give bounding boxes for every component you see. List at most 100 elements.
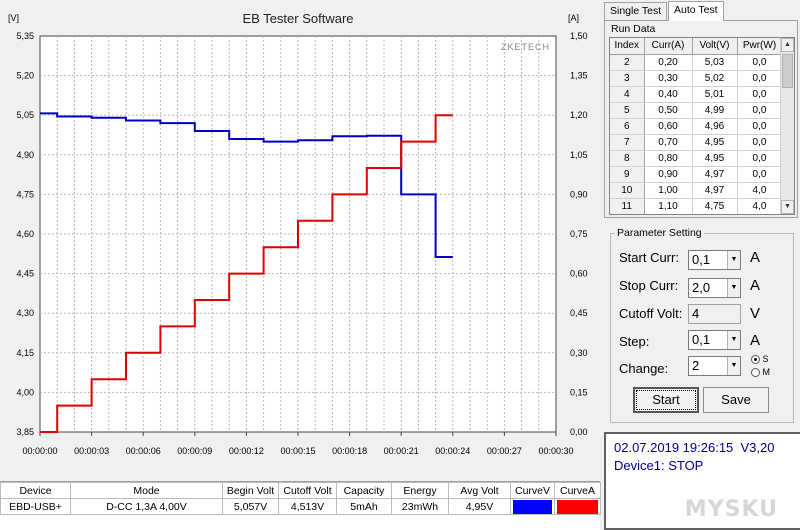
run-data-row[interactable]: 4 0,40 5,01 0,0 [610, 86, 783, 103]
radio-selected-icon[interactable] [751, 355, 760, 365]
summary-header-mode: Mode [70, 482, 223, 499]
run-cell-pwr: 0,0 [737, 134, 783, 151]
summary-header-avg-volt: Avg Volt [448, 482, 511, 499]
x-tick-label: 00:00:30 [538, 446, 573, 456]
run-cell-volt: 4,97 [692, 182, 738, 199]
x-tick-label: 00:00:09 [177, 446, 212, 456]
curve-a-color-swatch[interactable] [557, 499, 598, 514]
run-data-row[interactable]: 6 0,60 4,96 0,0 [610, 118, 783, 135]
curve-v-swatch-cell[interactable] [510, 498, 555, 515]
summary-header-curve-a: CurveA [554, 482, 601, 499]
axis-ticks: 00:00:00 00:00:03 00:00:06 00:00:09 00:00:12… [16, 31, 587, 456]
run-cell-curr: 1,00 [644, 182, 693, 199]
curve-a-swatch-cell[interactable] [554, 498, 601, 515]
status-datetime: 02.07.2019 19:26:15 [614, 440, 734, 455]
run-data-row[interactable]: 11 1,10 4,75 4,0 [610, 198, 783, 214]
summary-header-device: Device [0, 482, 71, 499]
summary-data-row[interactable]: EBD-USB+ D-CC 1,3A 4,00V 5,057V 4,513V 5… [0, 498, 601, 515]
chevron-down-icon[interactable]: ▼ [727, 357, 740, 375]
col-header-volt[interactable]: Volt(V) [692, 38, 738, 55]
run-cell-pwr: 4,0 [737, 182, 783, 199]
chart-title: EB Tester Software [242, 11, 353, 26]
run-cell-volt: 4,99 [692, 102, 738, 119]
change-option-m-label: M [762, 367, 771, 377]
scroll-up-icon[interactable]: ▲ [781, 38, 794, 52]
run-data-header-row: Index Curr(A) Volt(V) Pwr(W) [610, 38, 783, 55]
right-axis-unit: [A] [568, 13, 579, 23]
x-tick-label: 00:00:00 [22, 446, 57, 456]
x-tick-label: 00:00:15 [280, 446, 315, 456]
y-right-tick-label: 1,35 [570, 71, 588, 81]
cutoff-volt-input[interactable]: 4 [688, 304, 741, 324]
parameter-setting-group: Parameter Setting Start Curr: 0,1 ▼ A St… [610, 227, 794, 423]
run-data-row[interactable]: 7 0,70 4,95 0,0 [610, 134, 783, 151]
run-cell-volt: 4,95 [692, 150, 738, 167]
y-left-tick-label: 4,15 [16, 348, 34, 358]
run-cell-curr: 0,20 [644, 54, 693, 71]
chevron-down-icon[interactable]: ▼ [727, 279, 740, 297]
change-select[interactable]: 2 ▼ [688, 356, 741, 376]
start-curr-select[interactable]: 0,1 ▼ [688, 250, 741, 270]
run-cell-volt: 5,03 [692, 54, 738, 71]
run-data-row[interactable]: 10 1,00 4,97 4,0 [610, 182, 783, 199]
y-right-tick-label: 1,05 [570, 150, 588, 160]
run-data-row[interactable]: 8 0,80 4,95 0,0 [610, 150, 783, 167]
tab-single-test[interactable]: Single Test [604, 2, 668, 20]
scroll-thumb[interactable] [782, 54, 793, 88]
summary-mode: D-CC 1,3A 4,00V [70, 498, 223, 515]
curve-v-color-swatch[interactable] [513, 499, 552, 514]
summary-capacity: 5mAh [336, 498, 392, 515]
change-option-s[interactable]: S [751, 354, 769, 365]
chart-panel: [V] [A] EB Tester Software 00:00:00 00:00… [8, 11, 588, 456]
save-button[interactable]: Save [703, 387, 769, 413]
y-left-tick-label: 4,30 [16, 308, 34, 318]
run-data-row[interactable]: 2 0,20 5,03 0,0 [610, 54, 783, 71]
scroll-down-icon[interactable]: ▼ [781, 200, 794, 214]
run-cell-pwr: 0,0 [737, 86, 783, 103]
y-right-tick-label: 0,15 [570, 387, 588, 397]
summary-header-begin-volt: Begin Volt [222, 482, 279, 499]
left-axis-unit: [V] [8, 13, 19, 23]
summary-begin-volt: 5,057V [222, 498, 279, 515]
tab-auto-test[interactable]: Auto Test [668, 1, 724, 21]
run-cell-index: 7 [610, 134, 645, 151]
y-left-tick-label: 4,00 [16, 387, 34, 397]
run-data-row[interactable]: 3 0,30 5,02 0,0 [610, 70, 783, 87]
run-cell-curr: 0,30 [644, 70, 693, 87]
summary-avg-volt: 4,95V [448, 498, 511, 515]
run-cell-pwr: 0,0 [737, 166, 783, 183]
status-version: V3,20 [740, 440, 775, 455]
summary-header-capacity: Capacity [336, 482, 392, 499]
chevron-down-icon[interactable]: ▼ [727, 251, 740, 269]
change-option-m[interactable]: M [751, 367, 771, 378]
y-left-tick-label: 4,75 [16, 189, 34, 199]
parameter-setting-title: Parameter Setting [615, 227, 704, 239]
run-data-row[interactable]: 5 0,50 4,99 0,0 [610, 102, 783, 119]
x-tick-label: 00:00:18 [332, 446, 367, 456]
y-right-tick-label: 0,60 [570, 269, 588, 279]
voltage-current-chart: [V] [A] EB Tester Software 00:00:00 00:00… [8, 11, 588, 456]
run-data-scrollbar[interactable]: ▲ ▼ [780, 38, 794, 214]
y-right-tick-label: 0,30 [570, 348, 588, 358]
run-data-row[interactable]: 9 0,90 4,97 0,0 [610, 166, 783, 183]
start-curr-value: 0,1 [692, 252, 711, 267]
run-cell-curr: 0,60 [644, 118, 693, 135]
col-header-index[interactable]: Index [610, 38, 645, 55]
cutoff-volt-value: 4 [692, 306, 700, 321]
summary-header-row: Device Mode Begin Volt Cutoff Volt Capac… [0, 482, 601, 499]
stop-curr-select[interactable]: 2,0 ▼ [688, 278, 741, 298]
chevron-down-icon[interactable]: ▼ [727, 331, 740, 349]
col-header-pwr[interactable]: Pwr(W) [737, 38, 783, 55]
y-left-tick-label: 3,85 [16, 427, 34, 437]
run-cell-curr: 0,70 [644, 134, 693, 151]
y-left-tick-label: 4,45 [16, 269, 34, 279]
run-cell-index: 3 [610, 70, 645, 87]
cutoff-volt-unit: V [750, 305, 761, 322]
start-button[interactable]: Start [633, 387, 699, 413]
current-series-line [40, 114, 453, 433]
col-header-curr[interactable]: Curr(A) [644, 38, 693, 55]
series [40, 112, 453, 433]
radio-unselected-icon[interactable] [751, 368, 760, 378]
run-data-grid[interactable]: Index Curr(A) Volt(V) Pwr(W) 2 0,20 5,03 0,… [609, 37, 795, 215]
step-select[interactable]: 0,1 ▼ [688, 330, 741, 350]
